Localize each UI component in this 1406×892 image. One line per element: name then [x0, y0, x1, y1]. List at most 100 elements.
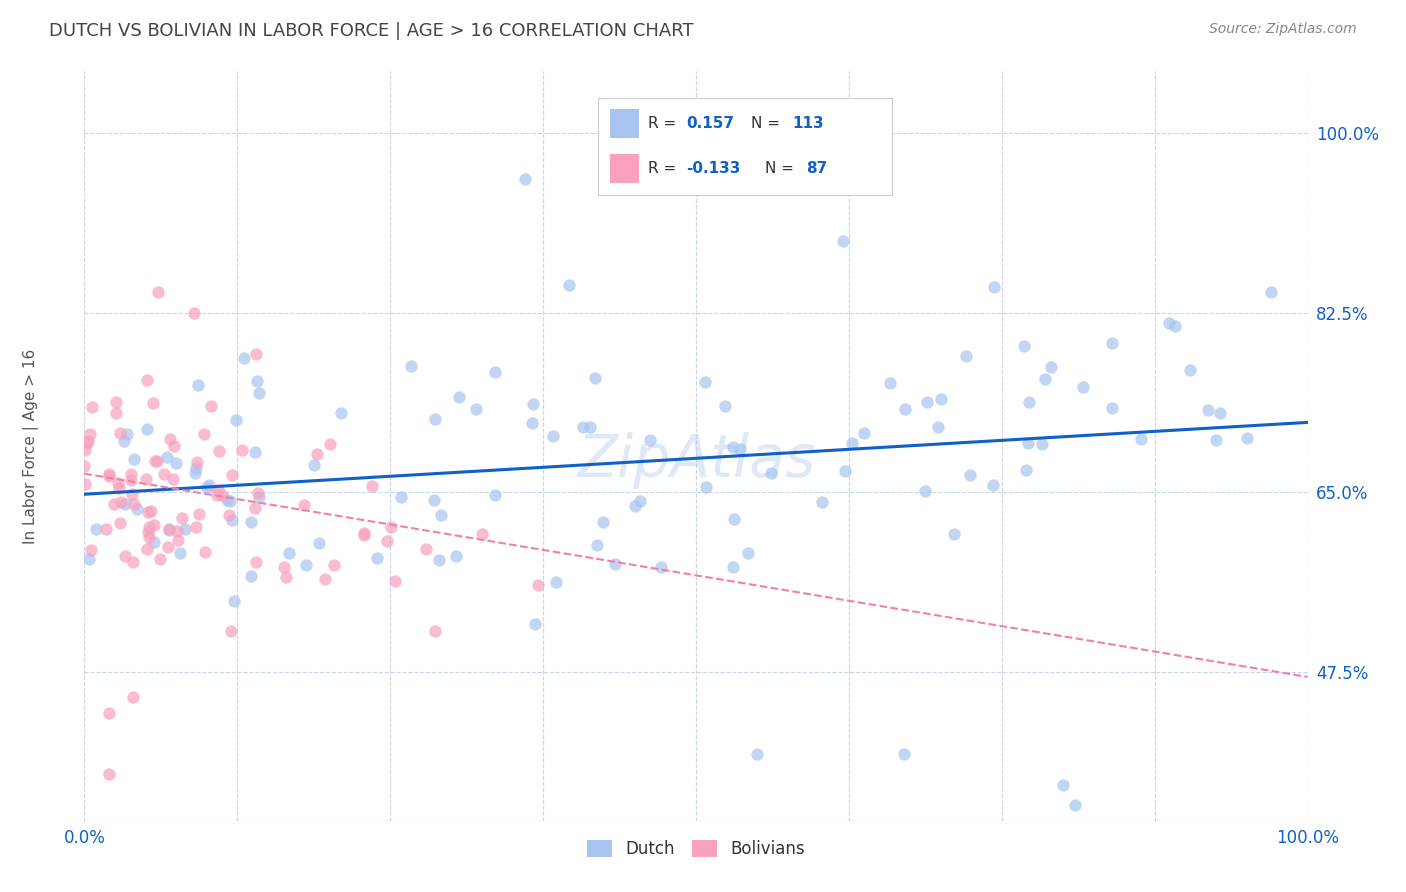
Point	[981, 478, 1004, 492]
Point	[430, 508, 453, 523]
Point	[98, 468, 121, 483]
Point	[122, 498, 145, 512]
Point	[1163, 318, 1185, 333]
Point	[205, 488, 228, 502]
Point	[714, 399, 737, 413]
Point	[219, 624, 242, 638]
Point	[105, 395, 128, 409]
Point	[375, 533, 398, 548]
Point	[1205, 433, 1227, 447]
Point	[1040, 360, 1063, 375]
Point	[138, 520, 160, 534]
Point	[353, 526, 375, 541]
Point	[917, 395, 939, 409]
Point	[97, 706, 120, 720]
Point	[211, 488, 233, 502]
Point	[139, 504, 162, 518]
Point	[879, 376, 901, 391]
Point	[1033, 372, 1056, 386]
Point	[136, 373, 159, 387]
Point	[187, 378, 209, 392]
Point	[143, 453, 166, 467]
Point	[122, 555, 145, 569]
Point	[415, 542, 437, 557]
Point	[853, 425, 876, 440]
Point	[75, 476, 97, 491]
Point	[292, 498, 315, 512]
Point	[399, 359, 422, 374]
Point	[1159, 317, 1181, 331]
Point	[249, 490, 271, 504]
Point	[114, 497, 136, 511]
Point	[1018, 394, 1040, 409]
Point	[200, 399, 222, 413]
Point	[240, 515, 263, 529]
Point	[104, 406, 127, 420]
Point	[245, 346, 267, 360]
Point	[929, 392, 952, 406]
Point	[170, 511, 193, 525]
Point	[167, 533, 190, 548]
Point	[169, 546, 191, 560]
Point	[146, 454, 169, 468]
Point	[231, 442, 253, 457]
Point	[465, 402, 488, 417]
Point	[323, 558, 346, 572]
Point	[1129, 432, 1152, 446]
Point	[107, 476, 129, 491]
Point	[245, 555, 267, 569]
Point	[484, 488, 506, 502]
Point	[1236, 431, 1258, 445]
Point	[193, 426, 215, 441]
Point	[115, 427, 138, 442]
Point	[484, 365, 506, 379]
Point	[1209, 406, 1232, 420]
Point	[810, 495, 832, 509]
Point	[603, 557, 626, 571]
Point	[423, 493, 446, 508]
Point	[156, 450, 179, 465]
Point	[389, 490, 412, 504]
Point	[122, 690, 145, 705]
Text: ZipAtlas: ZipAtlas	[576, 433, 815, 490]
Point	[273, 560, 295, 574]
Point	[174, 522, 197, 536]
Point	[723, 512, 745, 526]
Text: DUTCH VS BOLIVIAN IN LABOR FORCE | AGE > 16 CORRELATION CHART: DUTCH VS BOLIVIAN IN LABOR FORCE | AGE >…	[49, 22, 693, 40]
Point	[94, 522, 117, 536]
Point	[79, 427, 101, 442]
Point	[302, 458, 325, 472]
Point	[314, 572, 336, 586]
Point	[526, 578, 548, 592]
Point	[1031, 437, 1053, 451]
Point	[142, 396, 165, 410]
Point	[110, 426, 132, 441]
Point	[624, 500, 647, 514]
Point	[221, 467, 243, 482]
Point	[183, 466, 205, 480]
Point	[76, 436, 98, 450]
Point	[221, 513, 243, 527]
Point	[1260, 285, 1282, 299]
Point	[831, 234, 853, 248]
Point	[834, 464, 856, 478]
Point	[449, 390, 471, 404]
Point	[188, 507, 211, 521]
Point	[183, 305, 205, 319]
Point	[157, 540, 180, 554]
Point	[197, 480, 219, 494]
Point	[217, 493, 239, 508]
Point	[153, 467, 176, 481]
Point	[143, 535, 166, 549]
Point	[1017, 436, 1039, 450]
Point	[159, 432, 181, 446]
Point	[628, 493, 651, 508]
Point	[120, 467, 142, 481]
Point	[955, 350, 977, 364]
Point	[361, 479, 384, 493]
Point	[522, 397, 544, 411]
Point	[1052, 778, 1074, 792]
Point	[1197, 403, 1219, 417]
Point	[77, 552, 100, 566]
Point	[307, 447, 329, 461]
